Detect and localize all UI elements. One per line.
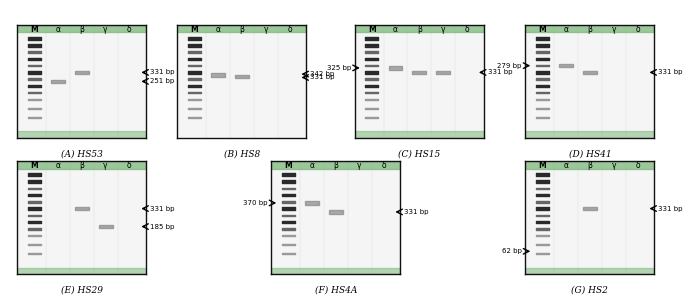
Bar: [17, 131, 146, 138]
Bar: [355, 131, 484, 138]
Text: δ: δ: [635, 25, 640, 34]
Bar: [271, 161, 400, 169]
Text: δ: δ: [381, 161, 386, 170]
Text: β: β: [587, 25, 592, 34]
Text: β: β: [333, 161, 338, 170]
Text: γ: γ: [103, 25, 108, 34]
Text: 331 bp: 331 bp: [488, 69, 512, 75]
Text: α: α: [56, 161, 61, 170]
Text: 331 bp: 331 bp: [150, 205, 175, 212]
Bar: [525, 131, 654, 138]
Text: 331 bp: 331 bp: [658, 69, 683, 75]
Bar: [525, 25, 654, 33]
Bar: [525, 268, 654, 274]
Text: β: β: [587, 161, 592, 170]
Text: α: α: [56, 25, 61, 34]
Text: (C) HS15: (C) HS15: [398, 149, 441, 158]
Text: M: M: [538, 25, 546, 34]
Text: γ: γ: [263, 25, 268, 34]
Text: δ: δ: [127, 25, 132, 34]
Text: α: α: [393, 25, 398, 34]
Text: β: β: [79, 25, 84, 34]
Bar: [271, 268, 400, 274]
Text: α: α: [564, 25, 569, 34]
Text: M: M: [190, 25, 198, 34]
Bar: [17, 161, 146, 169]
Text: 370 bp: 370 bp: [243, 200, 267, 206]
Text: 62 bp: 62 bp: [502, 248, 521, 254]
Bar: [17, 25, 146, 33]
Text: (B) HS8: (B) HS8: [223, 149, 260, 158]
Text: (G) HS2: (G) HS2: [571, 286, 608, 295]
Text: 331 bp: 331 bp: [404, 209, 429, 215]
Text: 331 bp: 331 bp: [658, 205, 683, 212]
Text: 279 bp: 279 bp: [497, 63, 521, 69]
Bar: [177, 25, 306, 33]
Text: δ: δ: [465, 25, 469, 34]
Text: γ: γ: [441, 25, 445, 34]
Text: (D) HS41: (D) HS41: [569, 149, 611, 158]
Text: M: M: [367, 25, 376, 34]
Text: δ: δ: [287, 25, 292, 34]
Bar: [355, 25, 484, 33]
Bar: [525, 161, 654, 169]
Text: M: M: [30, 25, 38, 34]
Text: 331 bp: 331 bp: [150, 69, 175, 75]
Text: γ: γ: [611, 25, 616, 34]
Text: 251 bp: 251 bp: [150, 78, 174, 84]
Text: 325 bp: 325 bp: [327, 65, 351, 71]
Text: (E) HS29: (E) HS29: [61, 286, 103, 295]
Text: δ: δ: [127, 161, 132, 170]
Text: α: α: [216, 25, 221, 34]
Text: γ: γ: [103, 161, 108, 170]
Text: M: M: [284, 161, 292, 170]
Text: γ: γ: [611, 161, 616, 170]
Text: 342 bp: 342 bp: [310, 71, 334, 77]
Text: α: α: [310, 161, 315, 170]
Text: δ: δ: [635, 161, 640, 170]
Text: α: α: [564, 161, 569, 170]
Text: β: β: [417, 25, 422, 34]
Bar: [17, 268, 146, 274]
Text: (A) HS53: (A) HS53: [61, 149, 103, 158]
Text: (F) HS4A: (F) HS4A: [315, 286, 357, 295]
Text: 185 bp: 185 bp: [150, 223, 175, 230]
Text: γ: γ: [357, 161, 362, 170]
Text: β: β: [239, 25, 244, 34]
Text: M: M: [538, 161, 546, 170]
Text: 331 bp: 331 bp: [310, 75, 335, 81]
Text: β: β: [79, 161, 84, 170]
Text: M: M: [30, 161, 38, 170]
